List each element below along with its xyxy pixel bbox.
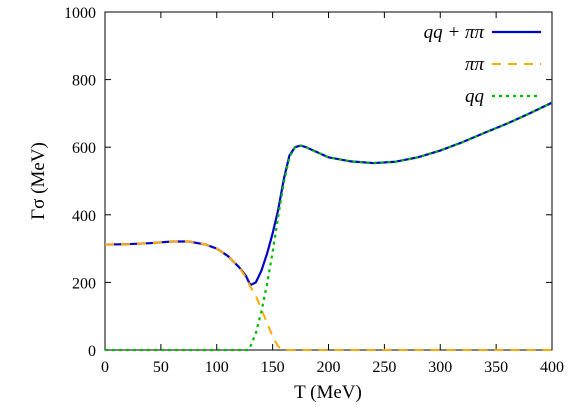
legend-label: qq xyxy=(465,86,485,107)
series-line-1 xyxy=(104,240,552,351)
x-tick-label: 0 xyxy=(101,359,109,376)
x-tick-label: 150 xyxy=(261,359,285,376)
y-tick-label: 0 xyxy=(88,343,96,360)
y-tick-label: 400 xyxy=(72,208,96,225)
x-tick-label: 400 xyxy=(540,359,564,376)
x-tick-label: 350 xyxy=(484,359,508,376)
x-tick-label: 300 xyxy=(428,359,452,376)
legend: qq + ππ ππ qq xyxy=(424,22,541,107)
series-lines xyxy=(104,101,553,352)
x-tick-label: 50 xyxy=(153,359,169,376)
y-tick-label: 600 xyxy=(72,140,96,157)
x-tick-label: 250 xyxy=(372,359,396,376)
y-tick-label: 200 xyxy=(72,275,96,292)
axis-ticks: 0 50 100 150 200 250 300 350 400 0 200 400 600 800 100… xyxy=(64,5,564,376)
series-line-2 xyxy=(105,101,553,352)
x-tick-label: 100 xyxy=(205,359,229,376)
series-line-0 xyxy=(104,101,553,287)
y-tick-label: 1000 xyxy=(64,5,96,22)
plot-frame xyxy=(104,11,553,351)
y-tick-label: 800 xyxy=(72,73,96,90)
x-axis-title: T (MeV) xyxy=(294,382,362,403)
x-tick-label: 200 xyxy=(317,359,341,376)
legend-label: qq + ππ xyxy=(424,22,485,43)
legend-label: ππ xyxy=(465,54,485,75)
y-axis-title: Γσ (MeV) xyxy=(28,142,49,220)
